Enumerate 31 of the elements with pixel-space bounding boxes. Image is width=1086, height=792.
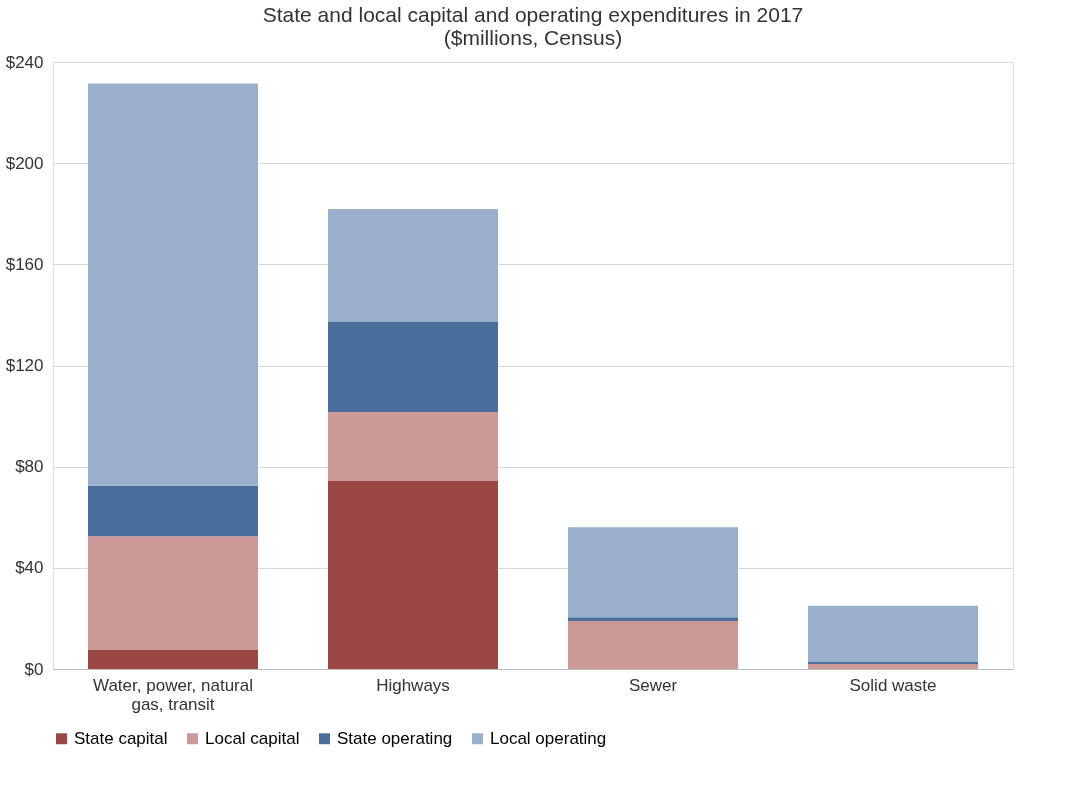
x-tick-label: Water, power, natural gas, transit	[92, 675, 254, 714]
bar	[88, 536, 258, 651]
legend-label: Local capital	[205, 728, 300, 748]
y-tick-label: $40	[15, 558, 44, 578]
bar	[568, 620, 738, 669]
legend-label: State capital	[74, 728, 168, 748]
bar	[568, 527, 738, 618]
chart-subtitle: ($millions, Census)	[443, 26, 623, 49]
y-tick-label: $0	[24, 659, 44, 679]
bar	[88, 650, 258, 669]
bar	[328, 208, 498, 322]
x-tick-label: Solid waste	[849, 675, 937, 695]
bar	[328, 322, 498, 413]
chart-title: State and local capital and operating expenditures in 2017	[262, 3, 804, 26]
y-tick-label: $200	[5, 153, 44, 173]
bar	[88, 83, 258, 486]
legend-label: State operating	[337, 728, 453, 748]
y-tick-label: $160	[5, 254, 44, 274]
bar	[328, 481, 498, 669]
bar	[568, 617, 738, 621]
y-tick-label: $240	[5, 52, 44, 72]
bar	[328, 412, 498, 482]
legend-label: Local operating	[490, 728, 607, 748]
bar	[808, 663, 978, 669]
bar	[88, 485, 258, 537]
y-tick-label: $80	[15, 457, 44, 477]
bar	[808, 661, 978, 664]
x-tick-label: Highways	[376, 675, 450, 695]
x-tick-label: Sewer	[628, 675, 678, 695]
y-tick-label: $120	[5, 356, 44, 375]
bar	[808, 605, 978, 662]
